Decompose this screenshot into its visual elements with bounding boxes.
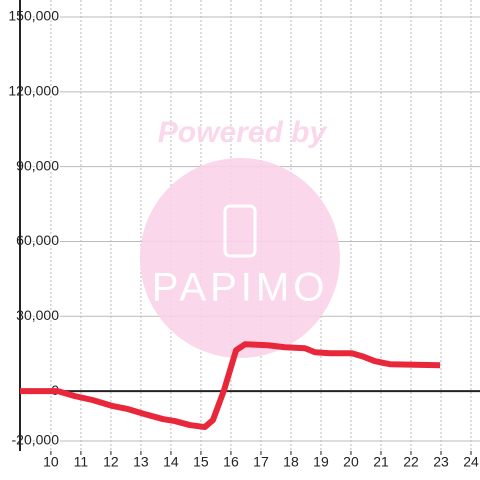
line-series: [20, 341, 441, 431]
x-tick-label: 14: [163, 454, 179, 470]
y-tick-label: 120,000: [8, 83, 59, 99]
x-tick-label: 20: [343, 454, 359, 470]
x-tick-label: 12: [103, 454, 119, 470]
x-tick-label: 22: [403, 454, 419, 470]
x-tick-label: 11: [74, 454, 89, 470]
watermark-circle: [140, 158, 340, 358]
x-tick-label: 18: [283, 454, 299, 470]
watermark-brand: PAPIMO: [152, 266, 329, 310]
y-tick-label: 150,000: [8, 8, 59, 24]
watermark: Powered by PAPIMO: [140, 116, 340, 358]
x-tick-label: 24: [463, 454, 479, 470]
x-tick-label: 15: [193, 454, 209, 470]
x-tick-label: 13: [133, 454, 149, 470]
y-tick-label: 60,000: [16, 232, 59, 248]
x-tick-label: 16: [223, 454, 239, 470]
y-tick-label: -20,000: [12, 432, 60, 448]
y-tick-label: 90,000: [16, 157, 59, 173]
x-tick-label: 17: [253, 454, 269, 470]
watermark-title: Powered by: [158, 116, 328, 149]
x-tick-label: 19: [313, 454, 329, 470]
watermark-icon: [223, 204, 257, 258]
y-tick-label: 30,000: [16, 307, 59, 323]
x-tick-label: 21: [373, 454, 389, 470]
x-tick-label: 10: [43, 454, 59, 470]
x-tick-label: 23: [433, 454, 449, 470]
